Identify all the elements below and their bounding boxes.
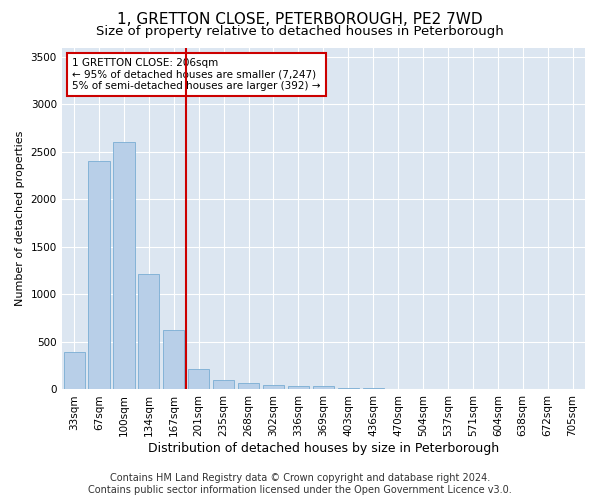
Bar — [263, 384, 284, 390]
Bar — [288, 386, 309, 390]
Bar — [238, 384, 259, 390]
Bar — [313, 386, 334, 390]
Text: 1 GRETTON CLOSE: 206sqm
← 95% of detached houses are smaller (7,247)
5% of semi-: 1 GRETTON CLOSE: 206sqm ← 95% of detache… — [72, 58, 320, 91]
Bar — [437, 389, 458, 390]
Bar — [362, 388, 384, 390]
Bar — [188, 368, 209, 390]
Text: Contains HM Land Registry data © Crown copyright and database right 2024.
Contai: Contains HM Land Registry data © Crown c… — [88, 474, 512, 495]
Bar — [213, 380, 234, 390]
Text: 1, GRETTON CLOSE, PETERBOROUGH, PE2 7WD: 1, GRETTON CLOSE, PETERBOROUGH, PE2 7WD — [117, 12, 483, 28]
X-axis label: Distribution of detached houses by size in Peterborough: Distribution of detached houses by size … — [148, 442, 499, 455]
Bar — [163, 330, 184, 390]
Bar — [388, 388, 409, 390]
Bar — [138, 274, 160, 390]
Bar — [88, 162, 110, 390]
Y-axis label: Number of detached properties: Number of detached properties — [15, 131, 25, 306]
Bar — [338, 388, 359, 390]
Text: Size of property relative to detached houses in Peterborough: Size of property relative to detached ho… — [96, 25, 504, 38]
Bar — [64, 352, 85, 390]
Bar — [412, 388, 434, 390]
Bar — [113, 142, 134, 390]
